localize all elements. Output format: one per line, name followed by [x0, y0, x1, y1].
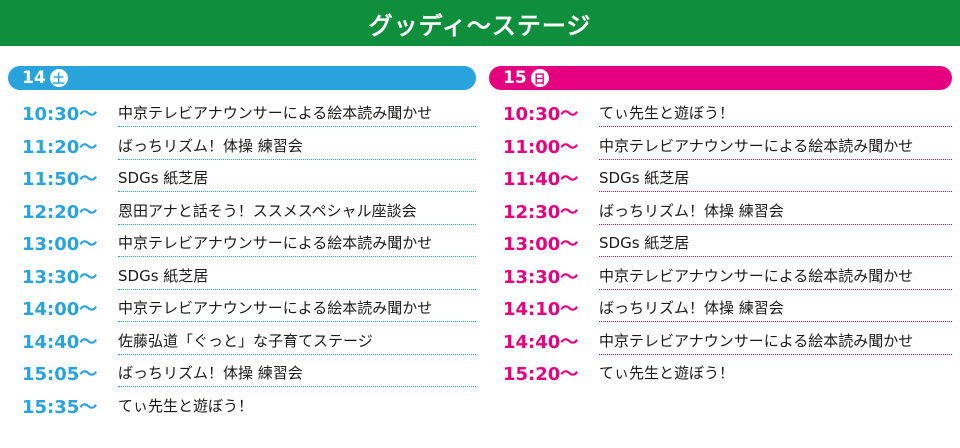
- day-date: 14: [22, 68, 46, 88]
- event-time: 14:40～: [22, 331, 98, 353]
- event-time: 13:30～: [503, 266, 579, 288]
- weekday-badge: 土: [49, 69, 68, 87]
- event-time: 12:30～: [503, 201, 579, 223]
- schedule-row: 10:30～ 中京テレビアナウンサーによる絵本読み聞かせ: [8, 97, 476, 130]
- schedule-row: 14:00～ 中京テレビアナウンサーによる絵本読み聞かせ: [8, 292, 476, 325]
- event-time: 15:05～: [22, 364, 98, 386]
- day-column-15: 15 日 10:30～ てぃ先生と遊ぼう！ 11:00～ 中京テレビアナウンサーによる…: [489, 66, 952, 390]
- schedule-list: 10:30～ てぃ先生と遊ぼう！ 11:00～ 中京テレビアナウンサーによる絵本読み聞…: [489, 97, 952, 390]
- schedule-row: 10:30～ てぃ先生と遊ぼう！: [489, 97, 952, 130]
- event-time: 11:00～: [503, 136, 579, 158]
- event-title: ばっちリズム！体操 練習会: [599, 297, 952, 323]
- schedule-row: 11:40～ SDGs 紙芝居: [489, 162, 952, 195]
- schedule-row: 13:30～ SDGs 紙芝居: [8, 260, 476, 293]
- event-title: 中京テレビアナウンサーによる絵本読み聞かせ: [599, 330, 952, 355]
- event-title: 佐藤弘道「ぐっと」な子育てステージ: [118, 330, 476, 355]
- event-title: 中京テレビアナウンサーによる絵本読み聞かせ: [118, 297, 476, 323]
- event-title: 恩田アナと話そう！ススメスペシャル座談会: [118, 200, 476, 225]
- schedule-list: 10:30～ 中京テレビアナウンサーによる絵本読み聞かせ 11:20～ ばっちリズム！…: [8, 97, 476, 422]
- schedule-row: 13:30～ 中京テレビアナウンサーによる絵本読み聞かせ: [489, 260, 952, 293]
- event-title: 中京テレビアナウンサーによる絵本読み聞かせ: [118, 232, 476, 258]
- schedule-row: 11:50～ SDGs 紙芝居: [8, 162, 476, 195]
- event-time: 11:20～: [22, 136, 98, 158]
- event-title: SDGs 紙芝居: [599, 232, 952, 258]
- event-time: 11:40～: [503, 169, 579, 191]
- schedule-row: 15:20～ てぃ先生と遊ぼう！: [489, 357, 952, 390]
- event-title: てぃ先生と遊ぼう！: [599, 102, 952, 128]
- schedule-row: 11:20～ ばっちリズム！体操 練習会: [8, 130, 476, 163]
- event-title: ばっちリズム！体操 練習会: [118, 135, 476, 160]
- event-time: 13:00～: [22, 234, 98, 256]
- schedule-row: 14:40～ 中京テレビアナウンサーによる絵本読み聞かせ: [489, 325, 952, 358]
- event-title: 中京テレビアナウンサーによる絵本読み聞かせ: [118, 102, 476, 128]
- schedule-row: 11:00～ 中京テレビアナウンサーによる絵本読み聞かせ: [489, 130, 952, 163]
- event-time: 13:30～: [22, 266, 98, 288]
- schedule-row: 15:35～ てぃ先生と遊ぼう！: [8, 390, 476, 423]
- schedule-row: 13:00～ SDGs 紙芝居: [489, 227, 952, 260]
- event-time: 13:00～: [503, 234, 579, 256]
- weekday-badge: 日: [530, 69, 549, 87]
- stage-banner: グッディ～ステージ: [0, 0, 960, 46]
- event-title: 中京テレビアナウンサーによる絵本読み聞かせ: [599, 135, 952, 160]
- event-time: 14:10～: [503, 299, 579, 321]
- event-title: SDGs 紙芝居: [118, 265, 476, 290]
- schedule-row: 12:30～ ばっちリズム！体操 練習会: [489, 195, 952, 228]
- event-time: 11:50～: [22, 169, 98, 191]
- event-title: 中京テレビアナウンサーによる絵本読み聞かせ: [599, 265, 952, 290]
- event-time: 10:30～: [503, 104, 579, 126]
- day-header: 14 土: [8, 66, 476, 90]
- event-time: 14:00～: [22, 299, 98, 321]
- schedule-row: 15:05～ ばっちリズム！体操 練習会: [8, 357, 476, 390]
- event-time: 10:30～: [22, 104, 98, 126]
- schedule-row: 13:00～ 中京テレビアナウンサーによる絵本読み聞かせ: [8, 227, 476, 260]
- schedule-row: 12:20～ 恩田アナと話そう！ススメスペシャル座談会: [8, 195, 476, 228]
- event-title: てぃ先生と遊ぼう！: [599, 364, 735, 383]
- schedule-row: 14:10～ ばっちリズム！体操 練習会: [489, 292, 952, 325]
- day-header: 15 日: [489, 66, 952, 90]
- event-time: 15:20～: [503, 364, 579, 386]
- event-title: ばっちリズム！体操 練習会: [118, 362, 476, 388]
- event-title: ばっちリズム！体操 練習会: [599, 200, 952, 225]
- schedule-row: 14:40～ 佐藤弘道「ぐっと」な子育てステージ: [8, 325, 476, 358]
- event-title: SDGs 紙芝居: [118, 167, 476, 193]
- day-date: 15: [503, 68, 527, 88]
- day-column-14: 14 土 10:30～ 中京テレビアナウンサーによる絵本読み聞かせ 11:20～ ばっ…: [8, 66, 476, 422]
- event-title: てぃ先生と遊ぼう！: [118, 396, 254, 415]
- event-title: SDGs 紙芝居: [599, 167, 952, 193]
- stage-title: グッディ～ステージ: [368, 11, 592, 40]
- event-time: 12:20～: [22, 201, 98, 223]
- event-time: 14:40～: [503, 331, 579, 353]
- event-time: 15:35～: [22, 396, 98, 418]
